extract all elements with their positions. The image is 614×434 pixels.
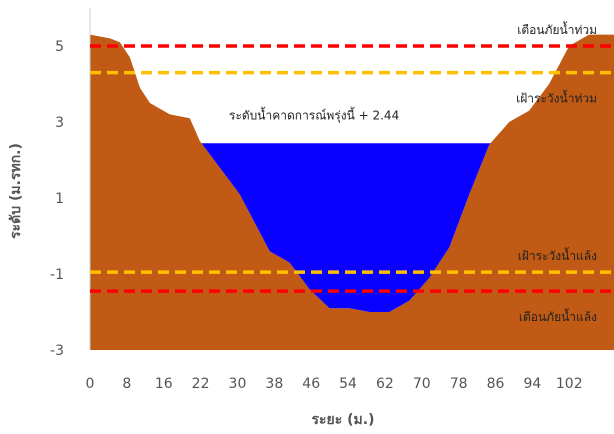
x-tick-label: 70 (413, 376, 431, 392)
x-tick-label: 46 (302, 376, 320, 392)
x-tick-label: 38 (265, 376, 283, 392)
x-tick-label: 16 (155, 376, 173, 392)
threshold-label: เตือนภัยน้ำท่วม (517, 21, 597, 37)
x-tick-label: 94 (523, 376, 541, 392)
x-tick-label: 102 (556, 376, 583, 392)
y-tick-label: 5 (55, 39, 64, 55)
y-axis-title: ระดับ (ม.รทก.) (8, 143, 24, 239)
x-tick-label: 22 (192, 376, 210, 392)
x-tick-label: 54 (339, 376, 357, 392)
x-tick-label: 30 (229, 376, 247, 392)
threshold-label: เฝ้าระวังน้ำแล้ง (518, 247, 597, 263)
x-tick-label: 78 (450, 376, 468, 392)
y-tick-label: 1 (55, 191, 64, 207)
threshold-label: เฝ้าระวังน้ำท่วม (516, 90, 597, 106)
x-tick-label: 62 (376, 376, 394, 392)
water-area (201, 143, 491, 312)
x-axis-title: ระยะ (ม.) (312, 412, 375, 428)
water-level-label: ระดับน้ำคาดการณ์พรุ่งนี้ + 2.44 (229, 106, 399, 123)
y-tick-label: 3 (55, 115, 64, 131)
y-tick-label: -1 (50, 267, 64, 283)
x-tick-label: 86 (487, 376, 505, 392)
y-tick-label: -3 (50, 343, 64, 359)
x-tick-label: 0 (86, 376, 95, 392)
threshold-label: เตือนภัยน้ำแล้ง (519, 308, 597, 324)
x-tick-label: 8 (122, 376, 131, 392)
